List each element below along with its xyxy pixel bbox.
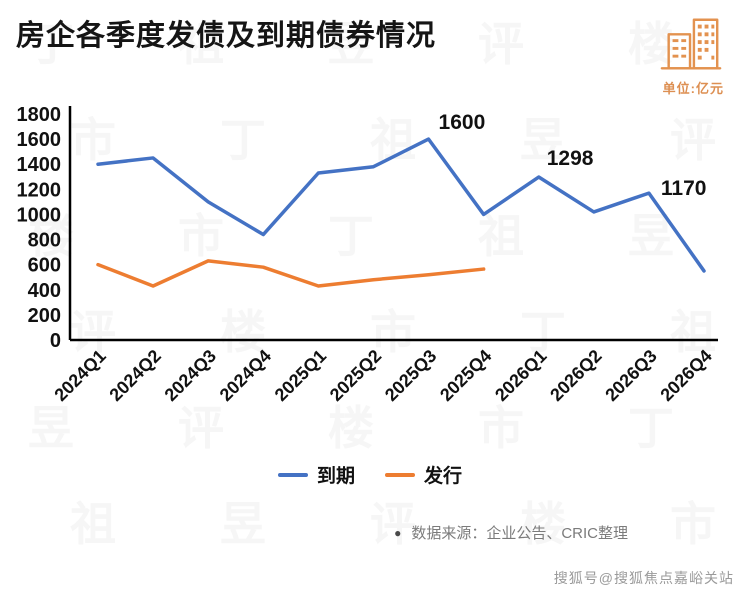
x-tick-label: 2024Q2 (105, 346, 164, 405)
legend-swatch-maturity (277, 472, 308, 477)
y-tick-label: 1200 (17, 179, 62, 201)
x-tick-label: 2025Q4 (436, 346, 495, 405)
buildings-icon (660, 18, 722, 70)
chart-legend: 到期 发行 (0, 461, 740, 488)
legend-swatch-issuance (385, 472, 415, 477)
x-tick-label: 2026Q3 (601, 346, 660, 405)
y-tick-label: 800 (28, 230, 61, 252)
unit-label: 单位:亿元 (662, 81, 724, 96)
page-title: 房企各季度发债及到期债券情况 (16, 20, 437, 52)
x-tick-label: 2025Q1 (271, 346, 330, 405)
x-tick-label: 2026Q1 (491, 346, 550, 405)
y-tick-label: 1400 (17, 154, 62, 176)
x-tick-label: 2025Q2 (326, 346, 385, 405)
unit-row: 单位:亿元 (0, 78, 740, 98)
data-label-1600: 1600 (439, 111, 486, 134)
series-line-issuance (96, 259, 486, 288)
x-tick-label: 2024Q3 (161, 346, 220, 405)
data-source-text: 数据来源：企业公告、CRIC整理 (411, 525, 628, 542)
y-tick-label: 200 (28, 305, 61, 327)
quarterly-bond-line-chart: 0200400600800100012001400160018002024Q12… (17, 104, 718, 405)
y-tick-label: 1800 (17, 104, 62, 126)
legend-label-issuance: 发行 (424, 466, 463, 487)
y-tick-label: 600 (28, 255, 61, 277)
page-header: 房企各季度发债及到期债券情况 (0, 0, 740, 76)
legend-label-maturity: 到期 (316, 466, 355, 487)
legend-item-issuance: 发行 (385, 461, 462, 488)
x-tick-label: 2026Q4 (656, 346, 715, 405)
y-tick-label: 1600 (17, 129, 62, 151)
source-bullet-icon: ● (394, 525, 402, 540)
y-tick-label: 0 (50, 330, 61, 352)
legend-item-maturity: 到期 (277, 461, 355, 488)
source-row: ● 数据来源：企业公告、CRIC整理 (0, 522, 740, 543)
x-tick-label: 2024Q4 (216, 346, 275, 405)
x-tick-label: 2024Q1 (50, 346, 109, 405)
x-tick-label: 2026Q2 (546, 346, 605, 405)
series-line-maturity (96, 137, 706, 273)
y-tick-label: 1000 (17, 204, 62, 226)
sohu-credit: 搜狐号@搜狐焦点嘉峪关站 (553, 570, 734, 586)
y-tick-label: 400 (28, 280, 61, 302)
data-label-1298: 1298 (547, 147, 594, 170)
data-label-1170: 1170 (661, 177, 707, 200)
x-tick-label: 2025Q3 (381, 346, 440, 405)
